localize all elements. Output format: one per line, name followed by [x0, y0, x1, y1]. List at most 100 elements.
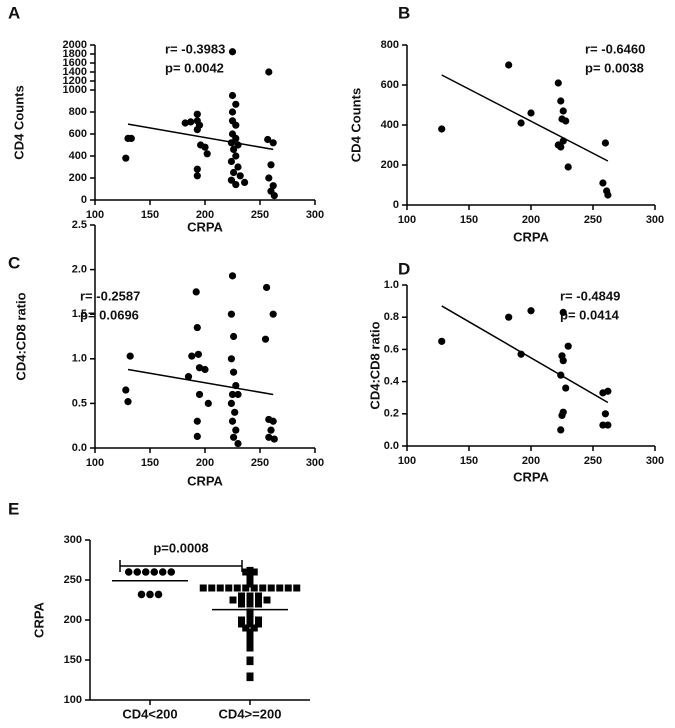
- y-tick-label: 0.6: [384, 343, 399, 355]
- x-tick-label: 150: [460, 214, 478, 226]
- point: [228, 417, 237, 425]
- point: [269, 139, 277, 147]
- x-tick-label: 200: [196, 209, 214, 221]
- y-tick-label: 150: [64, 654, 82, 666]
- panel-letter: B: [398, 3, 410, 22]
- annotation: p= 0.0414: [560, 307, 620, 322]
- annotation: p= 0.0038: [585, 60, 644, 75]
- y-tick-label: 250: [64, 574, 82, 586]
- point: [562, 384, 570, 392]
- annotation: r= -0.2587: [80, 288, 140, 303]
- point: [167, 568, 176, 576]
- point: [557, 97, 565, 105]
- point: [188, 352, 196, 360]
- x-tick-label: 150: [141, 209, 159, 221]
- y-tick-label: 600: [69, 128, 87, 140]
- point: [599, 421, 607, 429]
- point: [564, 342, 572, 350]
- y-tick-label: 1.5: [72, 308, 87, 320]
- point: [141, 568, 150, 576]
- point: [238, 592, 245, 600]
- point: [559, 107, 567, 115]
- x-tick-label: 150: [460, 455, 478, 467]
- point: [438, 337, 446, 345]
- y-tick-label: 400: [69, 150, 87, 162]
- point: [246, 576, 254, 584]
- y-axis-title: CD4 Counts: [348, 88, 363, 162]
- point: [255, 616, 262, 624]
- point: [246, 571, 254, 579]
- point: [232, 100, 240, 108]
- point: [255, 620, 262, 628]
- point: [558, 411, 566, 420]
- y-tick-label: 0.5: [72, 397, 87, 409]
- point: [201, 143, 209, 151]
- point: [246, 636, 254, 644]
- point: [604, 191, 612, 199]
- point: [246, 600, 254, 608]
- x-tick-label: 250: [251, 457, 269, 469]
- point: [193, 172, 201, 180]
- point: [562, 117, 570, 125]
- point: [265, 174, 273, 182]
- point: [261, 335, 270, 343]
- point: [227, 157, 235, 166]
- point: [599, 179, 607, 187]
- point: [193, 323, 201, 332]
- x-tick-label: 150: [141, 457, 159, 469]
- annotation: p=0.0008: [153, 540, 208, 555]
- point: [227, 399, 235, 407]
- point: [230, 168, 238, 177]
- point: [263, 596, 271, 604]
- point: [238, 600, 245, 608]
- x-tick-label: 100: [86, 457, 104, 469]
- point: [234, 163, 242, 171]
- point: [201, 365, 209, 374]
- fit-line: [441, 74, 609, 162]
- point: [193, 110, 201, 118]
- panel-letter: A: [8, 3, 20, 22]
- point: [199, 584, 207, 592]
- point: [259, 584, 267, 592]
- point: [246, 644, 254, 652]
- point: [246, 632, 254, 640]
- point: [122, 386, 130, 394]
- point: [255, 600, 262, 608]
- y-tick-label: 1200: [63, 75, 87, 87]
- annotation: r= -0.4849: [560, 288, 620, 303]
- point: [246, 620, 254, 628]
- y-tick-label: 600: [381, 79, 399, 91]
- point: [250, 568, 258, 576]
- point: [246, 674, 254, 682]
- point: [255, 596, 262, 604]
- point: [242, 568, 250, 576]
- point: [601, 410, 610, 418]
- point: [250, 624, 258, 632]
- point: [263, 283, 271, 292]
- point: [270, 192, 278, 200]
- point: [193, 432, 201, 441]
- x-tick-label: 100: [398, 455, 416, 467]
- annotation: p= 0.0696: [80, 307, 139, 322]
- point: [255, 592, 262, 600]
- y-axis-title: CD4 Counts: [11, 85, 26, 159]
- x-tick-label: 200: [522, 455, 540, 467]
- y-tick-label: 200: [381, 159, 399, 171]
- y-tick-label: 0: [393, 199, 399, 211]
- panel-letter: C: [8, 253, 20, 272]
- point: [133, 568, 142, 576]
- point: [126, 352, 134, 360]
- point: [231, 408, 239, 416]
- point: [230, 332, 238, 341]
- point: [204, 399, 212, 407]
- point: [232, 134, 240, 142]
- point: [265, 68, 273, 76]
- y-tick-label: 400: [381, 119, 399, 131]
- point: [236, 172, 244, 180]
- y-tick-label: 1800: [63, 48, 87, 60]
- y-tick-label: 1400: [63, 66, 87, 78]
- y-tick-label: 2.0: [72, 264, 87, 276]
- y-tick-label: 800: [69, 106, 87, 118]
- point: [225, 584, 233, 592]
- point: [527, 307, 535, 315]
